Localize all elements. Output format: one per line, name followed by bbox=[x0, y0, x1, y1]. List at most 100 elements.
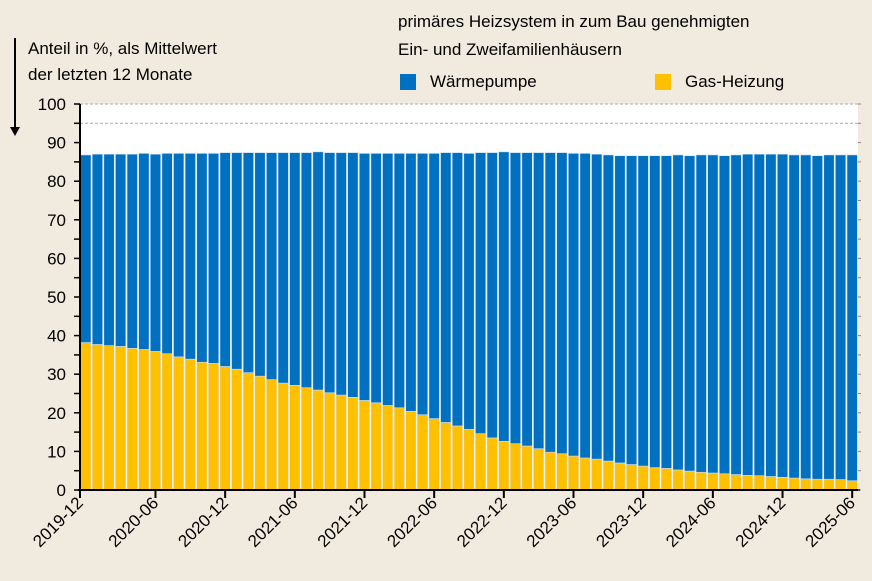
bar-heat-pump-2025-05 bbox=[835, 154, 847, 480]
bar-gas-2021-09 bbox=[324, 392, 336, 491]
bar-heat-pump-2024-10 bbox=[753, 153, 765, 477]
bar-heat-pump-2024-11 bbox=[765, 153, 777, 477]
bar-gas-2022-07 bbox=[440, 422, 452, 491]
x-tick-label: 2020-06 bbox=[105, 493, 163, 551]
x-tick-label: 2020-12 bbox=[174, 493, 232, 551]
bar-gas-2024-03 bbox=[672, 469, 684, 491]
bar-heat-pump-2025-04 bbox=[823, 154, 835, 480]
bar-gas-2024-05 bbox=[695, 471, 707, 491]
bar-gas-2024-04 bbox=[684, 470, 696, 491]
bar-heat-pump-2024-05 bbox=[695, 154, 707, 473]
bar-heat-pump-2023-10 bbox=[614, 155, 626, 464]
x-tick-label: 2024-06 bbox=[662, 493, 720, 551]
bar-heat-pump-2025-03 bbox=[811, 155, 823, 480]
bar-heat-pump-2020-03 bbox=[115, 153, 127, 347]
bar-heat-pump-2022-02 bbox=[382, 153, 394, 406]
bar-gas-2023-01 bbox=[509, 443, 521, 491]
bar-gas-2022-05 bbox=[417, 414, 429, 491]
bar-heat-pump-2020-05 bbox=[138, 153, 150, 350]
bar-gas-2021-12 bbox=[358, 400, 370, 491]
y-axis-label: Anteil in %, als Mittelwert der letzten … bbox=[28, 36, 217, 88]
bar-heat-pump-2021-07 bbox=[300, 152, 312, 389]
bar-gas-2019-12 bbox=[80, 342, 92, 491]
y-tick-label: 70 bbox=[47, 211, 66, 230]
bar-heat-pump-2022-10 bbox=[475, 152, 487, 434]
bar-heat-pump-2024-03 bbox=[672, 154, 684, 471]
bar-gas-2024-09 bbox=[742, 475, 754, 491]
bar-heat-pump-2023-08 bbox=[591, 153, 603, 460]
bar-heat-pump-2024-01 bbox=[649, 155, 661, 468]
bar-gas-2020-07 bbox=[161, 353, 173, 491]
bar-heat-pump-2024-08 bbox=[730, 154, 742, 475]
bar-heat-pump-2020-01 bbox=[91, 153, 103, 345]
bar-gas-2021-04 bbox=[266, 379, 278, 491]
x-tick-label: 2023-06 bbox=[523, 493, 581, 551]
bar-heat-pump-2019-12 bbox=[80, 154, 92, 343]
bar-gas-2021-11 bbox=[347, 397, 359, 491]
x-tick-label: 2022-12 bbox=[453, 493, 511, 551]
bar-heat-pump-2023-07 bbox=[579, 153, 591, 459]
bar-heat-pump-2022-03 bbox=[393, 153, 405, 409]
bar-heat-pump-2020-11 bbox=[208, 153, 220, 364]
bar-gas-2022-01 bbox=[370, 402, 382, 491]
bar-heat-pump-2021-01 bbox=[231, 152, 243, 370]
y-axis-arrow-icon bbox=[10, 38, 20, 136]
legend-title-line1: primäres Heizsystem in zum Bau genehmigt… bbox=[398, 12, 750, 31]
bar-heat-pump-2023-03 bbox=[533, 152, 545, 449]
y-axis-label-line1: Anteil in %, als Mittelwert bbox=[28, 39, 217, 58]
bar-gas-2022-02 bbox=[382, 405, 394, 491]
legend-label-heat-pump: Wärmepumpe bbox=[430, 72, 537, 91]
bar-gas-2025-01 bbox=[788, 477, 800, 491]
legend-item-gas: Gas-Heizung bbox=[655, 72, 784, 92]
y-tick-label: 10 bbox=[47, 442, 66, 461]
bar-gas-2022-06 bbox=[428, 418, 440, 491]
bar-heat-pump-2021-03 bbox=[254, 152, 266, 377]
bar-gas-2022-03 bbox=[393, 407, 405, 491]
bar-gas-2025-06 bbox=[846, 480, 858, 491]
bar-gas-2025-04 bbox=[823, 478, 835, 491]
bar-heat-pump-2023-05 bbox=[556, 152, 568, 455]
y-tick-label: 0 bbox=[57, 481, 66, 500]
bar-heat-pump-2020-12 bbox=[219, 152, 231, 367]
bar-heat-pump-2025-02 bbox=[800, 154, 812, 480]
bar-heat-pump-2020-06 bbox=[149, 153, 161, 352]
bar-gas-2021-06 bbox=[289, 385, 301, 491]
bar-gas-2025-02 bbox=[800, 478, 812, 491]
bar-gas-2021-07 bbox=[300, 387, 312, 491]
x-tick-label: 2022-06 bbox=[383, 493, 441, 551]
bar-heat-pump-2020-08 bbox=[173, 153, 185, 358]
bar-gas-2023-07 bbox=[579, 457, 591, 491]
x-tick-label: 2023-12 bbox=[592, 493, 650, 551]
bar-heat-pump-2020-02 bbox=[103, 153, 115, 346]
bar-heat-pump-2021-12 bbox=[358, 153, 370, 401]
bar-heat-pump-2025-01 bbox=[788, 154, 800, 479]
bar-gas-2022-08 bbox=[451, 425, 463, 491]
y-tick-label: 80 bbox=[47, 172, 66, 191]
bar-heat-pump-2021-10 bbox=[335, 152, 347, 396]
bar-gas-2023-02 bbox=[521, 445, 533, 491]
bar-gas-2025-05 bbox=[835, 479, 847, 491]
bar-heat-pump-2024-06 bbox=[707, 154, 719, 474]
bar-gas-2020-11 bbox=[208, 363, 220, 491]
bar-heat-pump-2021-02 bbox=[242, 152, 254, 373]
y-tick-label: 40 bbox=[47, 327, 66, 346]
bar-heat-pump-2022-04 bbox=[405, 153, 417, 412]
y-tick-label: 60 bbox=[47, 249, 66, 268]
bar-gas-2024-10 bbox=[753, 475, 765, 491]
bar-gas-2020-01 bbox=[91, 344, 103, 491]
bar-gas-2024-12 bbox=[777, 476, 789, 491]
bar-gas-2023-05 bbox=[556, 453, 568, 491]
y-tick-label: 90 bbox=[47, 134, 66, 153]
bar-heat-pump-2024-04 bbox=[684, 155, 696, 472]
bar-gas-2023-04 bbox=[544, 451, 556, 491]
bar-heat-pump-2025-06 bbox=[846, 154, 858, 482]
y-axis-label-line2: der letzten 12 Monate bbox=[28, 65, 193, 84]
bar-heat-pump-2024-02 bbox=[660, 155, 672, 469]
bar-heat-pump-2021-05 bbox=[277, 152, 289, 384]
bar-gas-2020-10 bbox=[196, 361, 208, 491]
bar-heat-pump-2021-04 bbox=[266, 152, 278, 380]
bar-gas-2024-11 bbox=[765, 476, 777, 491]
bar-gas-2022-11 bbox=[486, 437, 498, 491]
bar-heat-pump-2021-08 bbox=[312, 151, 324, 391]
